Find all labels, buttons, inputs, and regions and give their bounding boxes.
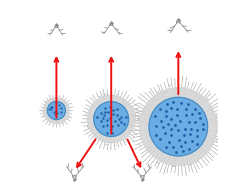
Circle shape: [88, 95, 135, 143]
Circle shape: [94, 102, 129, 136]
Circle shape: [149, 97, 208, 156]
Circle shape: [140, 88, 217, 165]
Circle shape: [47, 101, 65, 120]
Circle shape: [43, 98, 69, 123]
